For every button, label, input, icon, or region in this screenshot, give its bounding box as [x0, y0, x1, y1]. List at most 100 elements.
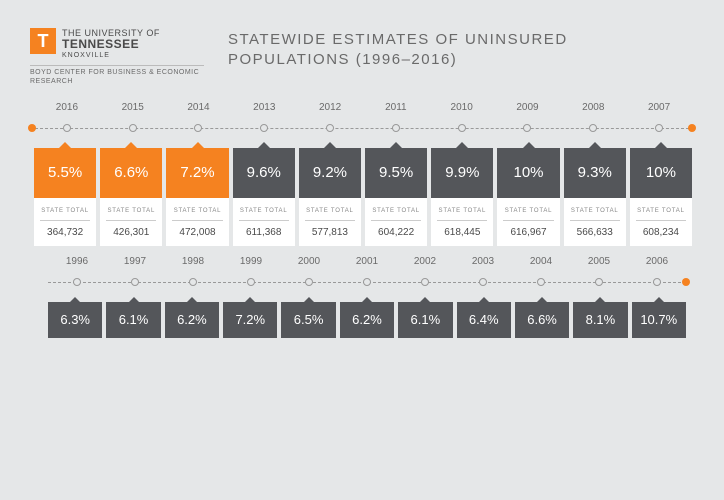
year-label: 2012	[319, 102, 341, 113]
timeline-dot	[363, 278, 371, 286]
percentage-box: 5.5%	[34, 148, 96, 198]
percentage-box: 7.2%	[223, 302, 277, 338]
data-card: 6.1%	[398, 302, 452, 338]
timeline-end-dot	[682, 278, 690, 286]
state-total-value: 577,813	[303, 227, 357, 238]
info-box: STATE TOTAL608,234	[630, 198, 692, 246]
percentage-box: 9.5%	[365, 148, 427, 198]
year-label: 2013	[253, 102, 275, 113]
state-total-label: STATE TOTAL	[170, 208, 224, 214]
timeline-row-older: 1996199719981999200020012002200320042005…	[30, 270, 694, 338]
data-card: 10.7%	[632, 302, 686, 338]
year-label: 1997	[124, 256, 146, 267]
timeline-end-dot	[688, 124, 696, 132]
data-card: 6.6% STATE TOTAL 426,301	[100, 148, 162, 246]
data-card: 6.1%	[106, 302, 160, 338]
data-card: 9.3% STATE TOTAL 566,633	[564, 148, 626, 246]
data-card: 10%STATE TOTAL616,967	[497, 148, 559, 246]
percentage-box: 6.2%	[340, 302, 394, 338]
state-total-label: STATE TOTAL	[568, 208, 622, 214]
year-label: 2007	[648, 102, 670, 113]
timeline-dot	[479, 278, 487, 286]
data-card: 9.9% STATE TOTAL 618,445	[431, 148, 493, 246]
year-label: 2008	[582, 102, 604, 113]
timeline-dot	[653, 278, 661, 286]
logo-line2: TENNESSEE	[62, 38, 160, 52]
data-card: 9.2% STATE TOTAL 577,813	[299, 148, 361, 246]
info-box: STATE TOTAL 577,813	[299, 198, 361, 246]
timeline-dot	[523, 124, 531, 132]
timeline-dot	[537, 278, 545, 286]
state-total-label: STATE TOTAL	[303, 208, 357, 214]
percentage-box: 7.2%	[166, 148, 228, 198]
timeline-dot	[129, 124, 137, 132]
timeline-dot	[73, 278, 81, 286]
header: T THE UNIVERSITY OF TENNESSEE KNOXVILLE …	[30, 28, 694, 86]
year-label: 2001	[356, 256, 378, 267]
data-card: 6.2%	[340, 302, 394, 338]
data-card: 10%STATE TOTAL608,234	[630, 148, 692, 246]
data-card: 5.5% STATE TOTAL 364,732	[34, 148, 96, 246]
chart-title: STATEWIDE ESTIMATES OF UNINSURED POPULAT…	[228, 30, 694, 71]
percentage-box: 10.7%	[632, 302, 686, 338]
data-card: 9.6% STATE TOTAL 611,368	[233, 148, 295, 246]
timeline-dot	[63, 124, 71, 132]
percentage-box: 9.3%	[564, 148, 626, 198]
data-card: 7.2% STATE TOTAL 472,008	[166, 148, 228, 246]
year-label: 2000	[298, 256, 320, 267]
data-card: 6.4%	[457, 302, 511, 338]
percentage-box: 9.6%	[233, 148, 295, 198]
year-label: 2015	[122, 102, 144, 113]
logo-mark: T	[30, 28, 56, 54]
state-total-label: STATE TOTAL	[104, 208, 158, 214]
state-total-label: STATE TOTAL	[38, 208, 92, 214]
state-total-value: 472,008	[170, 227, 224, 238]
percentage-box: 6.4%	[457, 302, 511, 338]
timeline-dot	[305, 278, 313, 286]
state-total-value: 611,368	[237, 227, 291, 238]
year-label: 2006	[646, 256, 668, 267]
percentage-box: 9.2%	[299, 148, 361, 198]
state-total-label: STATE TOTAL	[369, 208, 423, 214]
state-total-value: 608,234	[634, 227, 688, 238]
logo: T THE UNIVERSITY OF TENNESSEE KNOXVILLE …	[30, 28, 204, 86]
info-box: STATE TOTAL 426,301	[100, 198, 162, 246]
logo-subtitle: BOYD CENTER FOR BUSINESS & ECONOMIC RESE…	[30, 65, 204, 86]
data-card: 8.1%	[573, 302, 627, 338]
year-label: 1996	[66, 256, 88, 267]
percentage-box: 6.6%	[100, 148, 162, 198]
percentage-box: 6.2%	[165, 302, 219, 338]
state-total-value: 364,732	[38, 227, 92, 238]
timeline-dot	[189, 278, 197, 286]
percentage-box: 6.6%	[515, 302, 569, 338]
info-box: STATE TOTAL 611,368	[233, 198, 295, 246]
data-card: 7.2%	[223, 302, 277, 338]
timeline-dot	[392, 124, 400, 132]
timeline-dot	[326, 124, 334, 132]
year-label: 2005	[588, 256, 610, 267]
state-total-value: 426,301	[104, 227, 158, 238]
timeline-row-recent: 2016201520142013201220112010200920082007…	[30, 116, 694, 246]
data-card: 6.2%	[165, 302, 219, 338]
state-total-value: 566,633	[568, 227, 622, 238]
data-card: 6.5%	[281, 302, 335, 338]
year-label: 2016	[56, 102, 78, 113]
state-total-value: 618,445	[435, 227, 489, 238]
percentage-box: 9.9%	[431, 148, 493, 198]
state-total-label: STATE TOTAL	[237, 208, 291, 214]
state-total-value: 616,967	[501, 227, 555, 238]
year-label: 1998	[182, 256, 204, 267]
year-label: 2002	[414, 256, 436, 267]
percentage-box: 6.3%	[48, 302, 102, 338]
timeline-dot	[589, 124, 597, 132]
percentage-box: 6.5%	[281, 302, 335, 338]
info-box: STATE TOTAL616,967	[497, 198, 559, 246]
percentage-box: 10%	[497, 148, 559, 198]
info-box: STATE TOTAL604,222	[365, 198, 427, 246]
timeline-dot	[458, 124, 466, 132]
percentage-box: 6.1%	[106, 302, 160, 338]
info-box: STATE TOTAL 618,445	[431, 198, 493, 246]
state-total-label: STATE TOTAL	[435, 208, 489, 214]
timeline-dot	[595, 278, 603, 286]
year-label: 2003	[472, 256, 494, 267]
